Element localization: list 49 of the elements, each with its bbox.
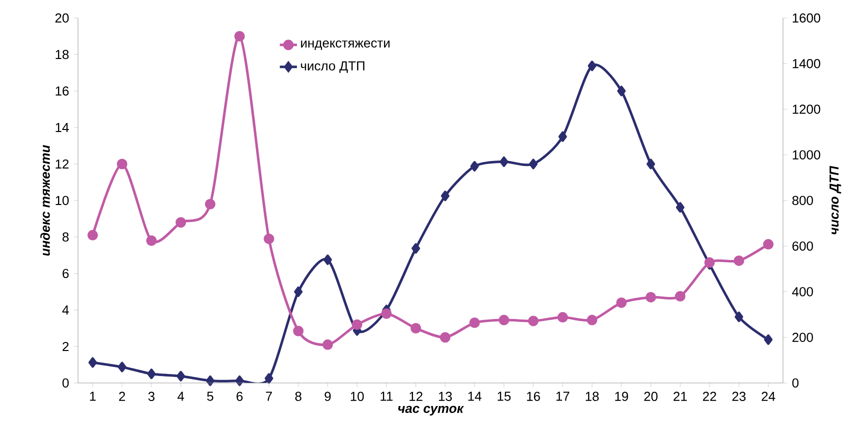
x-tick-label: 22	[702, 392, 716, 401]
x-tick-label: 18	[586, 392, 599, 401]
legend-label: индекстяжести	[301, 40, 390, 50]
y2-tick-label: 400	[792, 287, 813, 296]
x-tick-label: 9	[324, 392, 331, 401]
y-tick-label: 10	[56, 196, 69, 206]
y-tick-label: 0	[62, 378, 69, 388]
y2-tick-label: 1600	[792, 13, 820, 23]
y-tick-label: 16	[56, 86, 69, 96]
x-tick-label: 20	[644, 392, 658, 401]
x-tick-label: 23	[732, 392, 746, 401]
x-tick-label: 13	[438, 392, 452, 401]
x-tick-label: 8	[295, 392, 302, 401]
x-tick-label: 21	[674, 392, 687, 401]
x-tick-label: 10	[350, 392, 364, 401]
x-tick-label: 4	[178, 392, 184, 401]
y-tick-label: 2	[62, 342, 69, 352]
x-tick-label: 6	[236, 392, 243, 401]
x-tick-label: 11	[380, 392, 393, 401]
x-tick-label: 19	[615, 392, 628, 401]
x-tick-label: 5	[207, 392, 214, 401]
y-tick-label: 8	[62, 232, 69, 242]
y-tick-label: 20	[55, 13, 69, 23]
y2-tick-label: 1400	[792, 59, 820, 68]
y-tick-label: 14	[56, 123, 69, 132]
x-tick-label: 2	[119, 392, 126, 401]
y2-axis-title: число ДТП	[830, 166, 842, 234]
legend-label: число ДТП	[300, 61, 364, 73]
y2-tick-label: 1200	[792, 104, 820, 114]
y-tick-label: 4	[62, 306, 69, 314]
y2-tick-label: 600	[792, 242, 813, 251]
x-tick-label: 16	[527, 392, 540, 401]
x-axis-title: час суток	[398, 406, 464, 416]
x-tick-label: 24	[762, 392, 776, 401]
y-axis-title: индекс тяжести	[40, 145, 50, 256]
y2-tick-label: 800	[792, 196, 813, 206]
x-tick-label: 7	[266, 392, 272, 401]
x-tick-label: 12	[410, 392, 422, 401]
x-tick-label: 15	[498, 392, 511, 401]
x-tick-label: 3	[148, 392, 154, 401]
x-tick-label: 14	[468, 392, 482, 401]
y2-tick-label: 1000	[792, 150, 820, 160]
y2-tick-label: 200	[792, 332, 813, 342]
x-tick-label: 1	[90, 392, 96, 401]
y-tick-label: 18	[56, 50, 69, 60]
y-tick-label: 12	[56, 159, 69, 169]
x-tick-label: 17	[556, 392, 570, 401]
y-tick-label: 6	[62, 268, 69, 278]
y2-tick-label: 0	[792, 378, 799, 388]
